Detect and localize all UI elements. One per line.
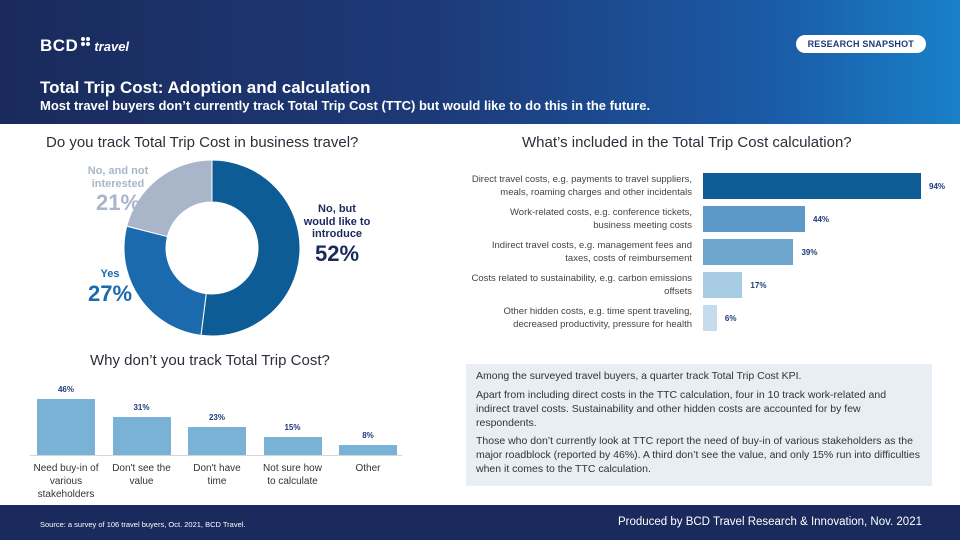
bar-0 bbox=[703, 173, 921, 199]
summary-box: Among the surveyed travel buyers, a quar… bbox=[466, 364, 932, 486]
label-line: interested bbox=[91, 177, 145, 190]
summary-paragraph: Those who don’t currently look at TTC re… bbox=[476, 435, 920, 476]
label-line: Yes bbox=[100, 268, 120, 280]
logo-bcd-text: BCD bbox=[40, 36, 79, 55]
donut-slice-2 bbox=[126, 159, 213, 238]
column-category-label: Other bbox=[330, 462, 406, 475]
category-line: time bbox=[207, 476, 227, 487]
donut-chart bbox=[123, 159, 301, 337]
bar-label-line: Indirect travel costs, e.g. management f… bbox=[491, 240, 692, 251]
donut-label-yes: Yes 27% bbox=[76, 268, 144, 306]
summary-paragraph: Apart from including direct costs in the… bbox=[476, 388, 887, 429]
label-line: No, but bbox=[318, 203, 356, 215]
source-note: Source: a survey of 106 travel buyers, O… bbox=[40, 520, 246, 529]
bcd-travel-logo: BCD travel bbox=[40, 36, 129, 56]
category-line: stakeholders bbox=[37, 489, 95, 500]
bar-label-line: Other hidden costs, e.g. time spent trav… bbox=[503, 306, 692, 317]
bar-4 bbox=[703, 305, 717, 331]
bar-label-line: meals, roaming charges and other inciden… bbox=[500, 186, 692, 198]
donut-label-no-not-interested: No, and not interested 21% bbox=[70, 165, 166, 216]
bar-label-line: decreased productivity, pressure for hea… bbox=[513, 318, 692, 330]
column-1 bbox=[112, 417, 171, 455]
bar-label-line: taxes, costs of reimbursement bbox=[565, 252, 692, 264]
donut-chart-title: Do you track Total Trip Cost in business… bbox=[46, 134, 359, 151]
label-line: would like to bbox=[303, 215, 371, 228]
category-line: Don't see the bbox=[112, 463, 171, 474]
category-line: Need buy-in of bbox=[33, 463, 99, 474]
label-line: introduce bbox=[311, 228, 363, 241]
bar-value-label: 39% bbox=[801, 248, 818, 257]
label-pct: 52% bbox=[314, 240, 360, 266]
bar-label-line: business meeting costs bbox=[593, 219, 692, 231]
bar-value-label: 17% bbox=[750, 281, 767, 290]
column-value-label: 8% bbox=[362, 431, 374, 441]
bar-1 bbox=[703, 206, 806, 232]
bar-value-label: 6% bbox=[724, 314, 737, 323]
column-value-label: 46% bbox=[57, 385, 74, 394]
column-category-label: Need buy-in of various stakeholders bbox=[28, 462, 104, 501]
bar-2 bbox=[703, 239, 794, 265]
footer-bar: Source: a survey of 106 travel buyers, O… bbox=[0, 505, 960, 540]
category-line: Other bbox=[355, 463, 381, 474]
bar-label-line: Work-related costs, e.g. conference tick… bbox=[510, 207, 692, 218]
column-category-label: Not sure how to calculate bbox=[255, 462, 331, 488]
donut-label-no-introduce: No, but would like to introduce 52% bbox=[292, 203, 382, 266]
logo-travel-text: travel bbox=[94, 38, 130, 54]
column-2 bbox=[188, 427, 246, 455]
bar-label-line: offsets bbox=[664, 285, 692, 297]
produced-by-note: Produced by BCD Travel Research & Innova… bbox=[617, 516, 922, 528]
category-line: Don't have bbox=[193, 463, 241, 474]
bar-value-label: 94% bbox=[929, 182, 946, 191]
bar-label: Costs related to sustainability, e.g. ca… bbox=[430, 273, 692, 299]
page-subtitle: Most travel buyers don’t currently track… bbox=[40, 98, 651, 113]
research-snapshot-badge: RESEARCH SNAPSHOT bbox=[795, 35, 926, 53]
column-value-label: 23% bbox=[208, 413, 225, 422]
donut-slice-0 bbox=[200, 159, 301, 337]
bar-label: Indirect travel costs, e.g. management f… bbox=[430, 240, 692, 266]
column-value-label: 15% bbox=[284, 422, 301, 432]
column-4 bbox=[339, 445, 397, 455]
bar-label: Other hidden costs, e.g. time spent trav… bbox=[430, 306, 692, 332]
column-value-label: 31% bbox=[133, 403, 150, 413]
category-line: value bbox=[129, 476, 154, 487]
bottom-chart-axis bbox=[30, 455, 402, 456]
bar-label: Direct travel costs, e.g. payments to tr… bbox=[430, 174, 692, 200]
column-0 bbox=[37, 399, 95, 455]
column-3 bbox=[263, 436, 322, 455]
bar-label-line: Direct travel costs, e.g. payments to tr… bbox=[471, 174, 692, 185]
category-line: Not sure how bbox=[263, 463, 322, 474]
bar-label-line: Costs related to sustainability, e.g. ca… bbox=[471, 273, 692, 284]
category-line: to calculate bbox=[267, 476, 318, 487]
summary-paragraph: Among the surveyed travel buyers, a quar… bbox=[476, 370, 802, 382]
column-category-label: Don't see the value bbox=[104, 462, 180, 488]
logo-dots-icon bbox=[80, 36, 90, 46]
category-line: various bbox=[49, 476, 83, 487]
bar-3 bbox=[703, 272, 743, 298]
bottom-chart-title: Why don’t you track Total Trip Cost? bbox=[90, 352, 330, 369]
page-title: Total Trip Cost: Adoption and calculatio… bbox=[40, 78, 371, 97]
donut-svg bbox=[123, 159, 301, 337]
donut-slice-1 bbox=[123, 225, 207, 336]
right-chart-title: What’s included in the Total Trip Cost c… bbox=[522, 134, 852, 151]
label-line: No, and not bbox=[87, 165, 149, 177]
bar-value-label: 44% bbox=[813, 215, 830, 224]
label-pct: 21% bbox=[95, 190, 141, 216]
column-category-label: Don't have time bbox=[179, 462, 255, 488]
label-pct: 27% bbox=[87, 280, 133, 306]
bar-label: Work-related costs, e.g. conference tick… bbox=[430, 207, 692, 233]
header-banner: BCD travel RESEARCH SNAPSHOT Total Trip … bbox=[0, 0, 960, 124]
